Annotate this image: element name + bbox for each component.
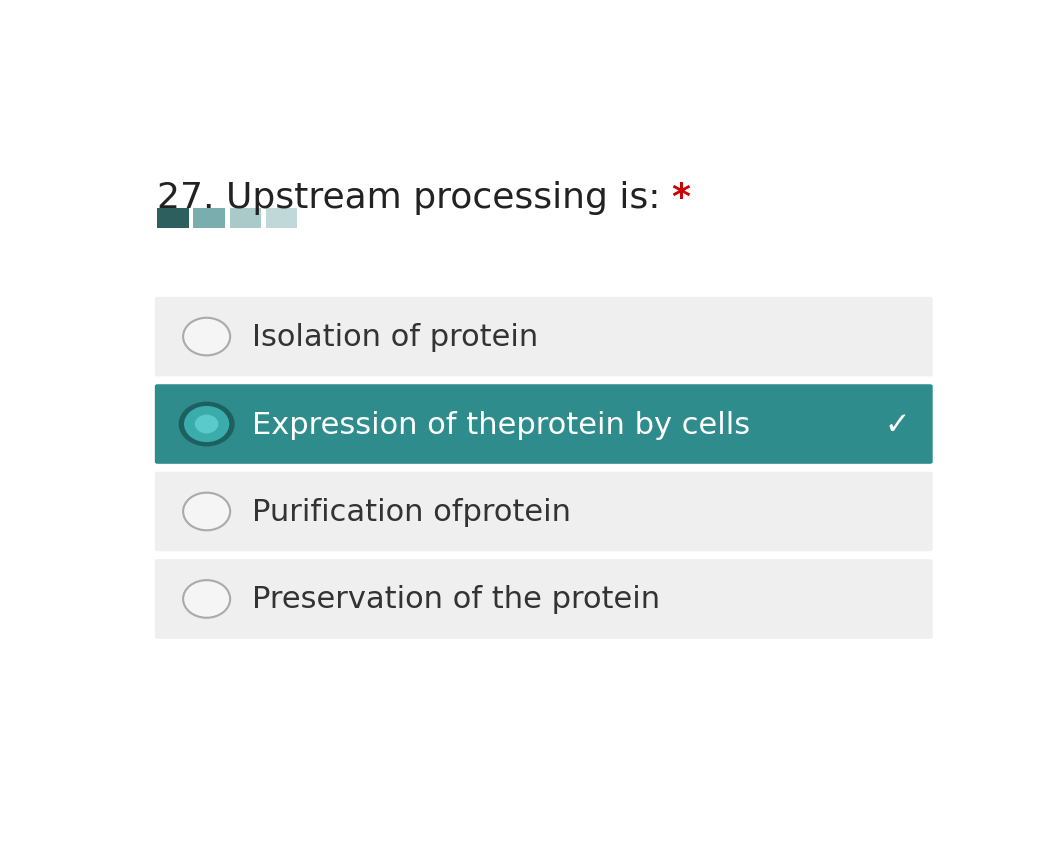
Circle shape bbox=[184, 493, 230, 531]
FancyBboxPatch shape bbox=[229, 209, 261, 229]
FancyBboxPatch shape bbox=[193, 209, 225, 229]
FancyBboxPatch shape bbox=[155, 385, 933, 464]
FancyBboxPatch shape bbox=[266, 209, 297, 229]
Text: ✓: ✓ bbox=[884, 410, 909, 439]
Circle shape bbox=[184, 580, 230, 618]
Text: Preservation of the protein: Preservation of the protein bbox=[251, 585, 660, 613]
Circle shape bbox=[184, 318, 230, 356]
Text: 27. Upstream processing is:: 27. Upstream processing is: bbox=[157, 181, 673, 215]
Circle shape bbox=[178, 402, 234, 447]
Text: Expression of theprotein by cells: Expression of theprotein by cells bbox=[251, 410, 750, 439]
Text: Purification ofprotein: Purification ofprotein bbox=[251, 497, 571, 526]
Text: Isolation of protein: Isolation of protein bbox=[251, 322, 538, 351]
Circle shape bbox=[184, 407, 229, 443]
FancyBboxPatch shape bbox=[155, 298, 933, 377]
Circle shape bbox=[195, 415, 219, 434]
FancyBboxPatch shape bbox=[157, 209, 189, 229]
Text: *: * bbox=[672, 181, 691, 215]
FancyBboxPatch shape bbox=[155, 473, 933, 552]
FancyBboxPatch shape bbox=[155, 560, 933, 639]
